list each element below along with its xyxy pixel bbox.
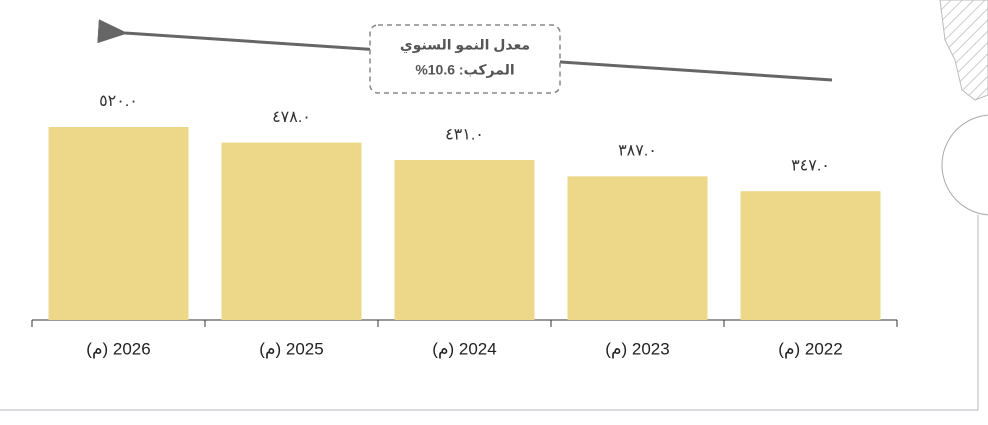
- annotation: معدل النمو السنوي: [400, 37, 530, 55]
- bar: [740, 191, 881, 320]
- value-label: ٥٢٠.٠: [99, 93, 138, 110]
- bar: [567, 176, 708, 320]
- value-label: ٤٣١.٠: [445, 126, 484, 143]
- x-tick-label: 2022 (م): [778, 339, 842, 358]
- decor-circle: [941, 114, 988, 216]
- x-tick-label: 2025 (م): [259, 339, 323, 358]
- value-label: ٣٤٧.٠: [791, 157, 830, 174]
- value-label: ٣٨٧.٠: [618, 143, 657, 160]
- frame: [0, 215, 979, 411]
- annotation: المركب: 10.6%: [415, 62, 514, 79]
- x-tick-label: 2024 (م): [432, 339, 496, 358]
- bar: [394, 160, 535, 320]
- bar: [48, 127, 189, 320]
- annotation-box: [369, 24, 561, 94]
- x-tick-label: 2026 (م): [86, 339, 150, 358]
- decor-hatch: [939, 0, 988, 101]
- x-tick-label: 2023 (م): [605, 339, 669, 358]
- value-label: ٤٧٨.٠: [272, 109, 311, 126]
- bar: [221, 142, 362, 320]
